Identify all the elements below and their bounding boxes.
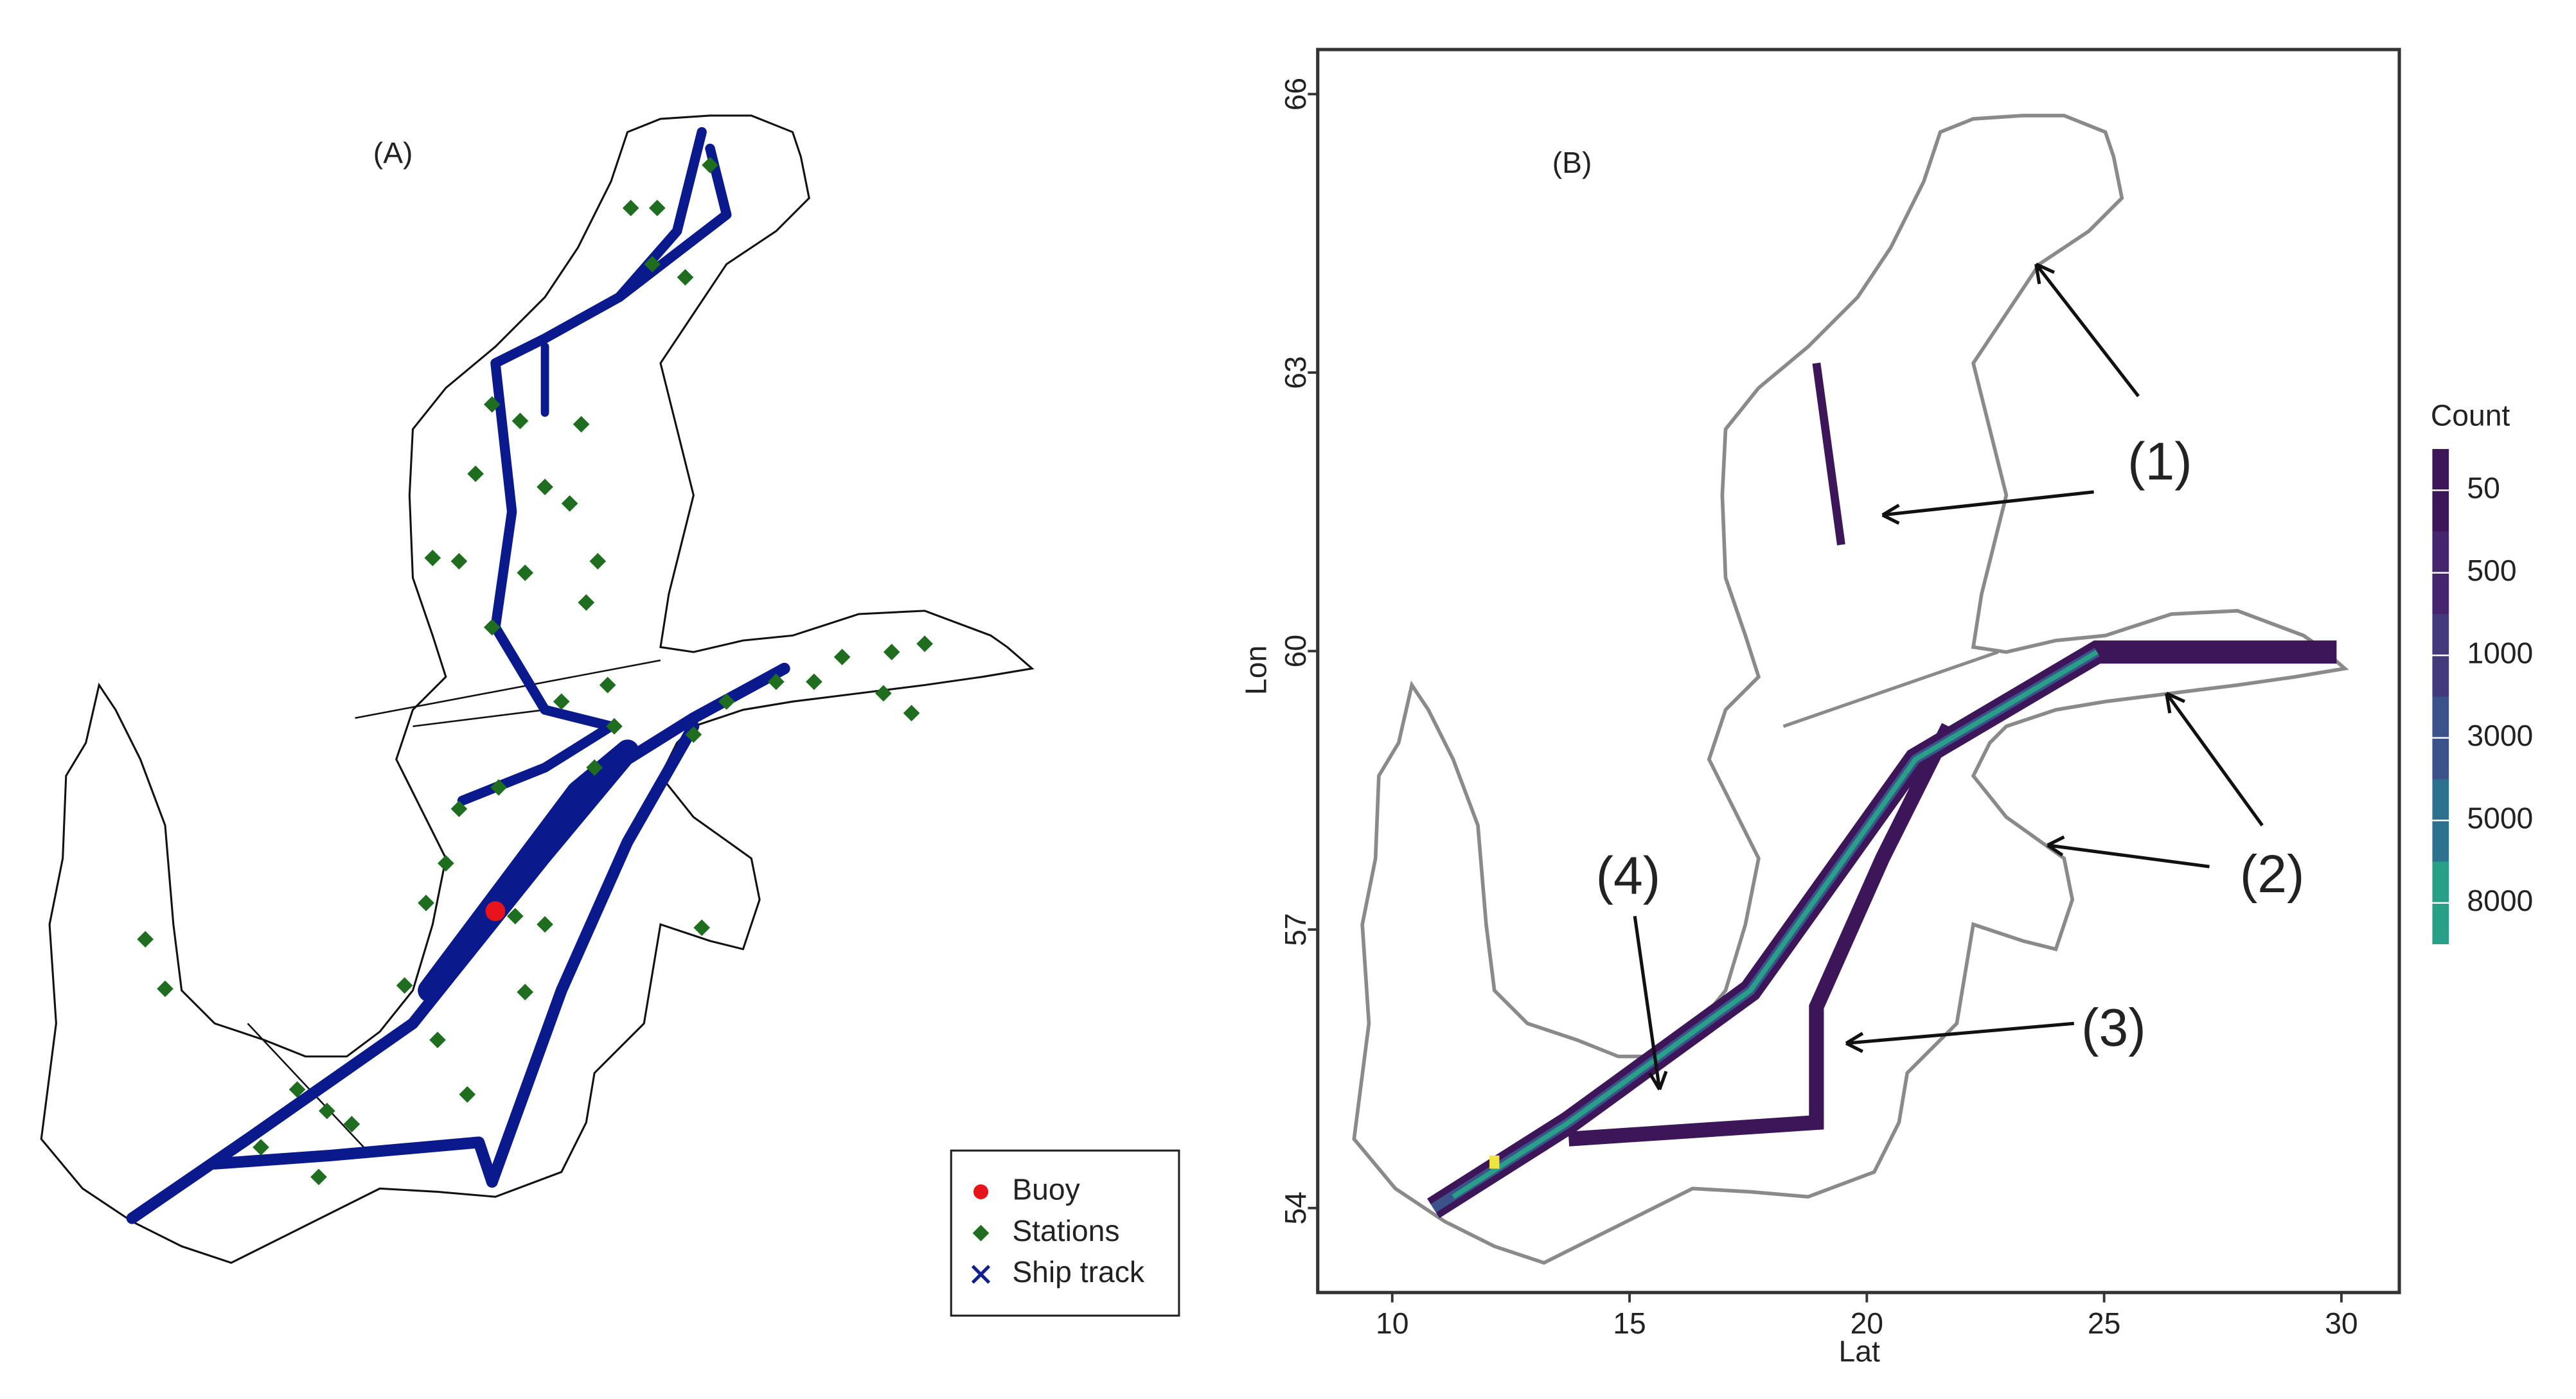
colorbar-label: 50 (2467, 471, 2500, 504)
stations (137, 157, 933, 1186)
track-cells (1452, 649, 2099, 1199)
x-tick-label: 10 (1376, 1307, 1408, 1340)
density-tracks (1427, 362, 2337, 1219)
y-tick-label: 54 (1279, 1192, 1312, 1224)
x-tick-label: 20 (1851, 1307, 1883, 1340)
panel-label: (B) (1552, 146, 1592, 179)
plot-frame (1316, 48, 2401, 1294)
axes: 10 15 20 25 30 54 57 60 63 66 (1279, 78, 2358, 1340)
x-tick-label: 15 (1613, 1307, 1646, 1340)
y-tick-label: 66 (1279, 78, 1312, 110)
legend-label: Buoy (1012, 1173, 1080, 1206)
legend-box (950, 1149, 1180, 1317)
y-axis-label: Lon (1239, 646, 1272, 695)
ship-track (418, 739, 639, 1002)
legend-symbol (973, 1184, 989, 1200)
colorbar-label: 8000 (2467, 884, 2533, 917)
colorbar-label: 500 (2467, 554, 2516, 587)
ship-track (457, 127, 707, 806)
y-tick-label: 57 (1279, 913, 1312, 946)
annotation: (4) (1596, 847, 1660, 905)
legend: Buoy Stations Ship track (971, 1173, 1145, 1289)
annotation: (1) (2127, 432, 2192, 491)
track-cells (1489, 1155, 1500, 1169)
colorbar-label: 5000 (2467, 801, 2533, 834)
panel-a: (A) Buoy Stations Ship track (40, 114, 1180, 1317)
legend-symbol (972, 1224, 990, 1242)
legend-label: Ship track (1012, 1255, 1145, 1289)
basin-border (1782, 650, 1999, 728)
legend-symbol (971, 1265, 991, 1284)
track-cells (1568, 723, 1955, 1147)
x-axis-label: Lat (1839, 1335, 1880, 1368)
colorbar-label: 1000 (2467, 636, 2533, 669)
ship-track (209, 720, 700, 1188)
track-cells (1812, 362, 1845, 545)
panel-label: (A) (373, 136, 413, 170)
x-tick-label: 25 (2088, 1307, 2120, 1340)
legend-label: Stations (1012, 1214, 1119, 1247)
x-tick-label: 30 (2325, 1307, 2358, 1340)
colorbar: Count 50 500 1000 3000 5000 8000 (2431, 398, 2533, 944)
annotation: (2) (2240, 845, 2305, 904)
panel-b: 10 15 20 25 30 54 57 60 63 66 Count 50 500 1000 3000 5… (1239, 48, 2533, 1368)
annotation-arrows (1633, 262, 2264, 1091)
ship-track (126, 662, 790, 1224)
colorbar-label: 3000 (2467, 719, 2533, 752)
colorbar-title: Count (2431, 398, 2510, 432)
buoy (485, 901, 506, 922)
ship-track (614, 143, 732, 303)
y-tick-label: 60 (1279, 635, 1312, 667)
annotation: (3) (2081, 999, 2146, 1057)
y-tick-label: 63 (1279, 356, 1312, 389)
